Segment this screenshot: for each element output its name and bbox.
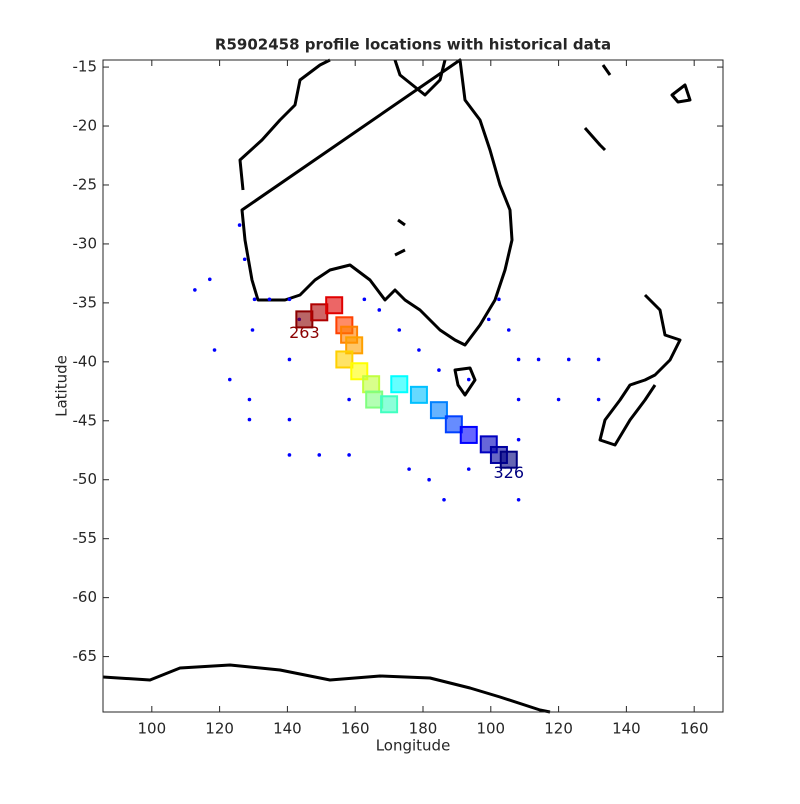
- y-tick-label: -15: [73, 58, 98, 76]
- y-tick-label: -40: [73, 352, 98, 370]
- x-tick-label: 100: [137, 720, 166, 738]
- historical-point: [596, 357, 601, 362]
- profile-label: 326: [493, 463, 524, 482]
- historical-point: [287, 453, 292, 457]
- coastline-islands: [394, 64, 692, 257]
- y-tick-label: -45: [73, 411, 98, 429]
- profile-marker: [459, 425, 478, 444]
- historical-point: [516, 437, 521, 442]
- profile-marker: [444, 415, 463, 434]
- plot-frame: [102, 59, 724, 713]
- historical-point: [397, 328, 402, 332]
- profile-marker: [362, 375, 381, 394]
- historical-point: [466, 377, 471, 382]
- x-tick-label: 120: [544, 720, 573, 738]
- historical-point: [247, 417, 252, 422]
- y-tick-label: -65: [73, 647, 98, 665]
- x-tick-label: 140: [612, 720, 641, 738]
- historical-point: [497, 297, 501, 302]
- historical-point: [347, 397, 351, 402]
- historical-point: [347, 453, 351, 457]
- historical-point: [247, 397, 252, 402]
- y-tick-label: -25: [73, 175, 98, 193]
- historical-point: [227, 377, 232, 382]
- y-tick-label: -60: [73, 588, 98, 606]
- coastline-tasmania: [453, 366, 477, 397]
- historical-point: [242, 257, 247, 262]
- coastline-new-zealand: [598, 293, 682, 447]
- historical-point: [287, 417, 292, 422]
- historical-point: [442, 497, 446, 502]
- historical-point: [252, 297, 257, 302]
- historical-point: [193, 288, 197, 292]
- historical-point: [566, 357, 571, 362]
- y-tick-label: -20: [73, 117, 98, 135]
- x-tick-label: 100: [476, 720, 505, 738]
- historical-point: [377, 308, 382, 312]
- profile-marker: [345, 336, 364, 355]
- historical-point: [287, 297, 292, 302]
- historical-point: [596, 397, 601, 402]
- historical-point: [466, 467, 471, 471]
- profile-marker: [310, 303, 329, 322]
- x-tick-label: 160: [341, 720, 370, 738]
- historical-point: [407, 467, 411, 471]
- x-tick-label: 120: [205, 720, 234, 738]
- y-tick-label: -50: [73, 470, 98, 488]
- profile-marker: [380, 395, 399, 414]
- x-axis-label: Longitude: [376, 737, 451, 755]
- historical-point: [317, 453, 322, 457]
- historical-point: [267, 297, 272, 302]
- historical-point: [207, 277, 212, 282]
- historical-point: [486, 317, 491, 322]
- chart-title: R5902458 profile locations with historic…: [215, 36, 611, 54]
- coastline-australia: [238, 58, 514, 347]
- profile-label: 263: [289, 323, 320, 342]
- historical-point: [362, 297, 367, 302]
- y-axis-label: Latitude: [53, 355, 71, 417]
- historical-point: [516, 357, 521, 362]
- historical-point: [237, 223, 242, 227]
- historical-point: [287, 357, 292, 362]
- historical-point: [417, 348, 421, 352]
- profile-marker: [390, 375, 409, 394]
- historical-point: [212, 348, 217, 352]
- coastlines: [102, 58, 692, 714]
- profile-marker: [499, 450, 518, 469]
- historical-point: [556, 397, 561, 402]
- profile-marker: [325, 296, 344, 315]
- x-tick-label: 160: [680, 720, 709, 738]
- y-tick-label: -30: [73, 234, 98, 252]
- profile-marker: [365, 390, 384, 409]
- historical-point: [516, 497, 521, 502]
- historical-point: [437, 368, 441, 372]
- y-tick-label: -35: [73, 293, 98, 311]
- historical-point: [506, 328, 511, 332]
- y-tick-label: -55: [73, 529, 98, 547]
- historical-point: [427, 477, 431, 482]
- profile-marker: [335, 350, 354, 369]
- x-tick-label: 140: [273, 720, 302, 738]
- profile-marker: [429, 401, 448, 420]
- historical-point: [536, 357, 541, 362]
- x-tick-label: 180: [409, 720, 438, 738]
- historical-point: [516, 397, 521, 402]
- historical-point: [250, 328, 255, 332]
- profile-marker: [409, 385, 428, 404]
- coastline-antarctica: [102, 663, 551, 714]
